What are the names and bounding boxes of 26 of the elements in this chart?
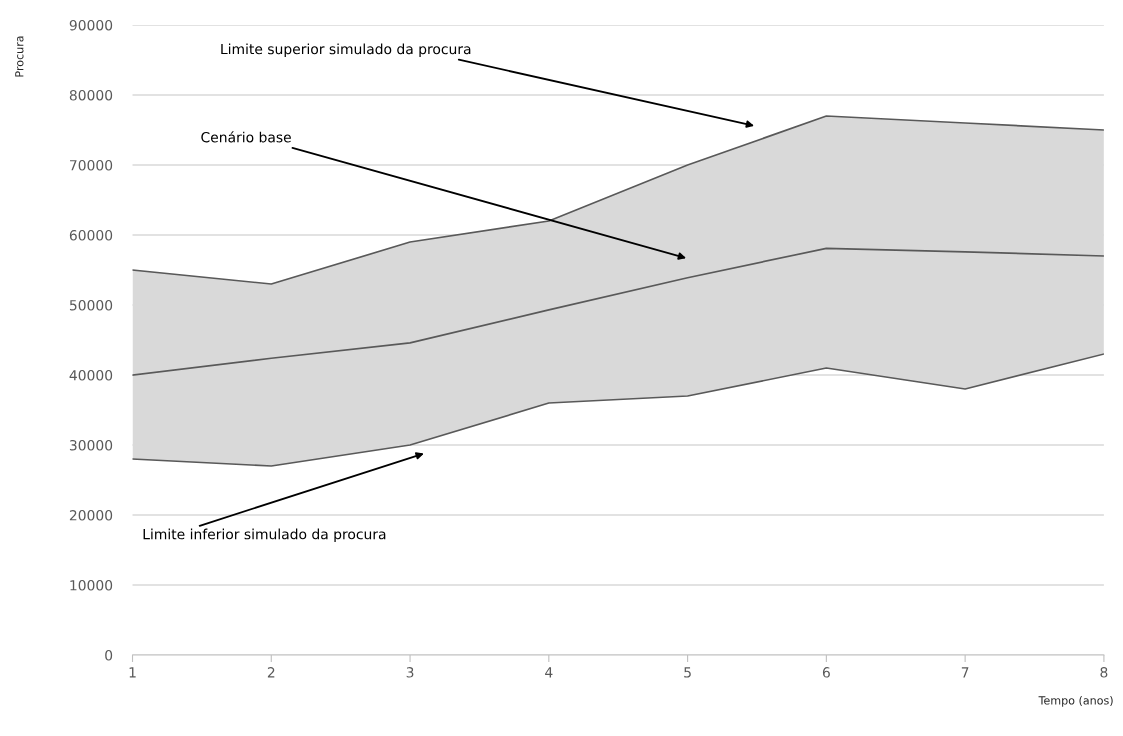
x-tick-label: 3 [406,667,414,678]
y-tick-label: 50000 [69,300,113,311]
annotation: Limite inferior simulado da procura [143,528,386,543]
y-tick-label: 40000 [69,370,113,381]
y-tick-label: 70000 [70,160,113,171]
annotation: Limite superior simulado da procura [221,43,471,57]
x-tick-label: 7 [961,667,969,678]
y-tick-label: 90000 [69,19,113,31]
x-tick-label: 8 [1100,667,1108,678]
y-tick-label: 60000 [69,230,113,241]
line-series [132,247,1104,376]
y-tick-label: 0 [105,650,113,661]
y-tick-label: 10000 [70,580,113,591]
y-axis-title: Procura [15,36,24,77]
x-tick-label: 4 [545,667,553,678]
x-tick-label: 1 [129,667,136,678]
line-series [132,353,1104,467]
y-tick-label: 30000 [69,440,113,451]
annotation: Cenário base [201,131,291,143]
x-tick-label: 2 [267,667,275,678]
x-tick-label: 6 [822,667,830,678]
line-series [132,115,1104,285]
x-axis-title: Tempo (anos) [1038,696,1113,707]
x-tick-label: 5 [684,667,691,678]
y-tick-label: 80000 [69,89,113,101]
y-tick-label: 20000 [69,510,113,521]
